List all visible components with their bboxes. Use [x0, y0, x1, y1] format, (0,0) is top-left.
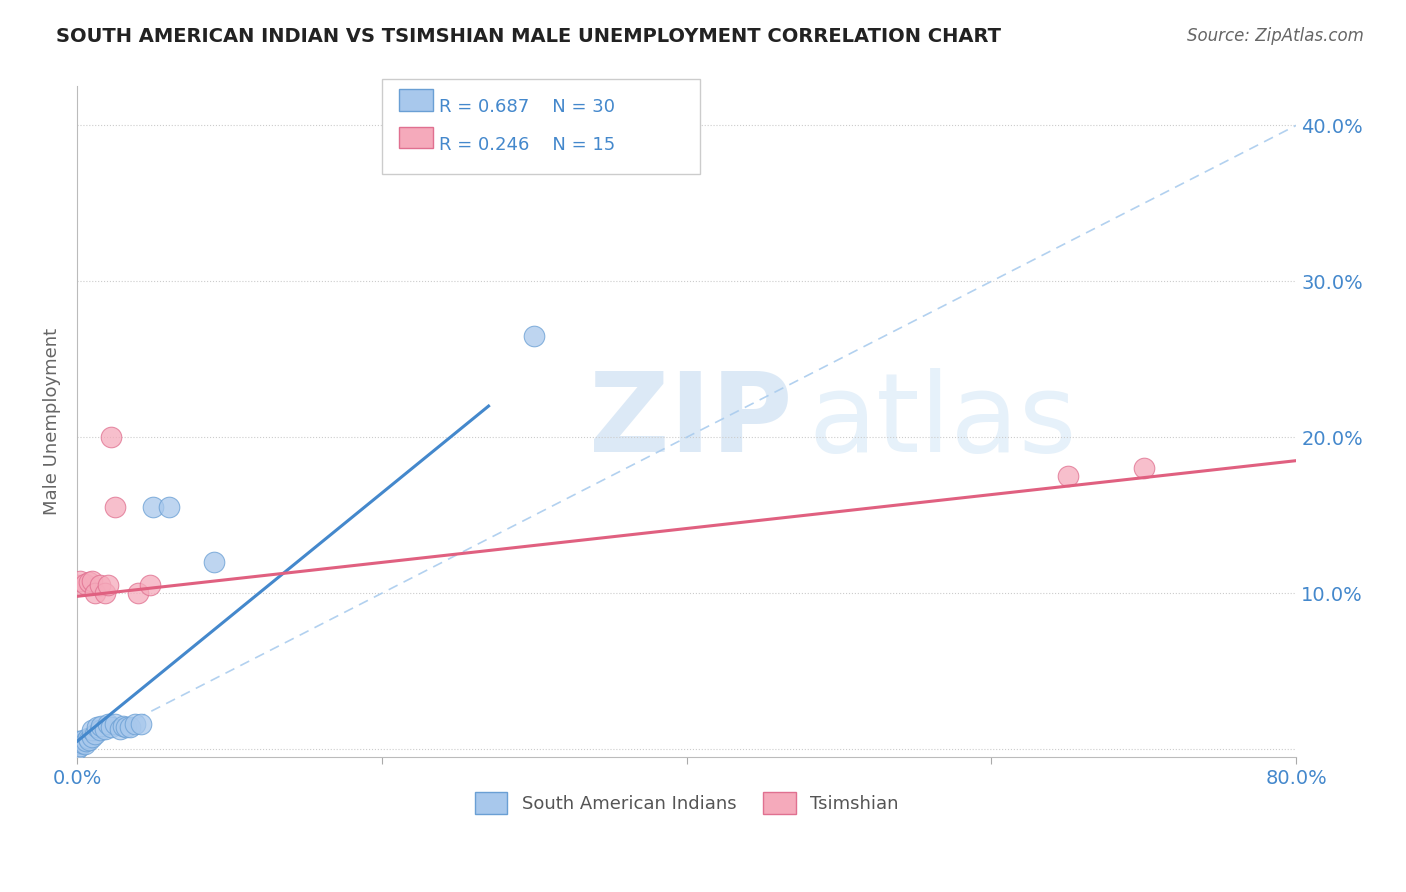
Point	[66, 734, 89, 748]
Point	[129, 717, 152, 731]
Point	[90, 719, 112, 733]
Point	[1056, 469, 1078, 483]
Point	[1133, 461, 1156, 475]
Point	[89, 723, 111, 738]
Point	[84, 586, 107, 600]
Point	[66, 578, 89, 592]
Point	[89, 578, 111, 592]
Point	[127, 586, 149, 600]
Point	[79, 732, 101, 747]
Point	[104, 717, 127, 731]
Point	[120, 720, 142, 734]
Point	[124, 717, 146, 731]
Y-axis label: Male Unemployment: Male Unemployment	[44, 328, 60, 516]
Point	[82, 723, 104, 738]
Point	[82, 574, 104, 588]
Point	[139, 578, 162, 592]
Point	[111, 719, 134, 733]
Text: R = 0.246    N = 15: R = 0.246 N = 15	[439, 136, 614, 153]
Text: atlas: atlas	[808, 368, 1077, 475]
Point	[523, 329, 546, 343]
Point	[157, 500, 180, 515]
Point	[97, 717, 120, 731]
Point	[104, 500, 127, 515]
Text: R = 0.687    N = 30: R = 0.687 N = 30	[439, 98, 614, 116]
Text: SOUTH AMERICAN INDIAN VS TSIMSHIAN MALE UNEMPLOYMENT CORRELATION CHART: SOUTH AMERICAN INDIAN VS TSIMSHIAN MALE …	[56, 27, 1001, 45]
Point	[82, 730, 104, 744]
Point	[72, 732, 94, 747]
Point	[69, 739, 91, 753]
Point	[79, 575, 101, 590]
Point	[66, 738, 89, 752]
Text: ZIP: ZIP	[589, 368, 793, 475]
Point	[93, 586, 115, 600]
Point	[66, 742, 89, 756]
Legend: South American Indians, Tsimshian: South American Indians, Tsimshian	[467, 785, 905, 822]
Point	[73, 738, 96, 752]
Point	[115, 720, 138, 734]
Text: Source: ZipAtlas.com: Source: ZipAtlas.com	[1187, 27, 1364, 45]
Point	[70, 736, 93, 750]
Point	[73, 577, 96, 591]
Point	[100, 720, 122, 734]
Point	[84, 726, 107, 740]
Point	[76, 731, 98, 746]
Point	[100, 430, 122, 444]
Point	[69, 574, 91, 588]
Point	[142, 500, 165, 515]
Point	[75, 734, 97, 748]
Point	[108, 722, 131, 736]
Point	[97, 578, 120, 592]
Point	[202, 555, 225, 569]
Point	[93, 722, 115, 736]
Point	[86, 720, 108, 734]
